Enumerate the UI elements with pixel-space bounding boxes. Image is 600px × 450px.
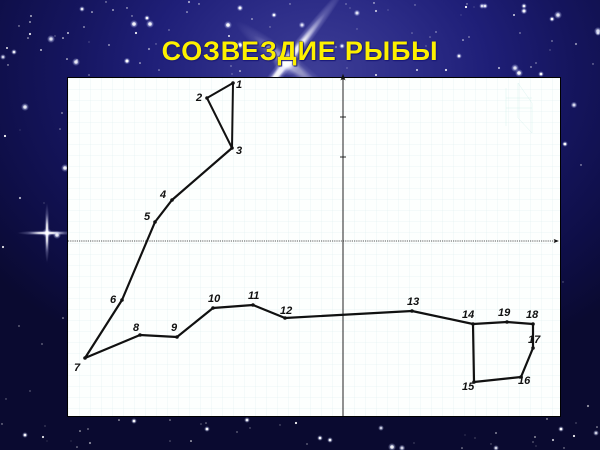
svg-text:2: 2 — [195, 92, 202, 104]
svg-text:15: 15 — [462, 381, 475, 393]
svg-text:18: 18 — [526, 309, 539, 321]
svg-text:3: 3 — [236, 145, 242, 157]
svg-text:10: 10 — [208, 293, 221, 305]
svg-text:6: 6 — [110, 294, 117, 306]
svg-text:13: 13 — [407, 296, 419, 308]
svg-text:14: 14 — [462, 309, 474, 321]
svg-text:4: 4 — [159, 189, 166, 201]
svg-text:12: 12 — [280, 305, 292, 317]
svg-text:19: 19 — [498, 307, 511, 319]
svg-text:5: 5 — [144, 211, 151, 223]
svg-text:9: 9 — [171, 322, 178, 334]
svg-text:16: 16 — [518, 375, 531, 387]
svg-text:1: 1 — [236, 79, 242, 91]
svg-text:8: 8 — [133, 322, 140, 334]
svg-text:11: 11 — [248, 290, 259, 302]
svg-text:7: 7 — [74, 362, 81, 374]
svg-text:17: 17 — [528, 334, 541, 346]
